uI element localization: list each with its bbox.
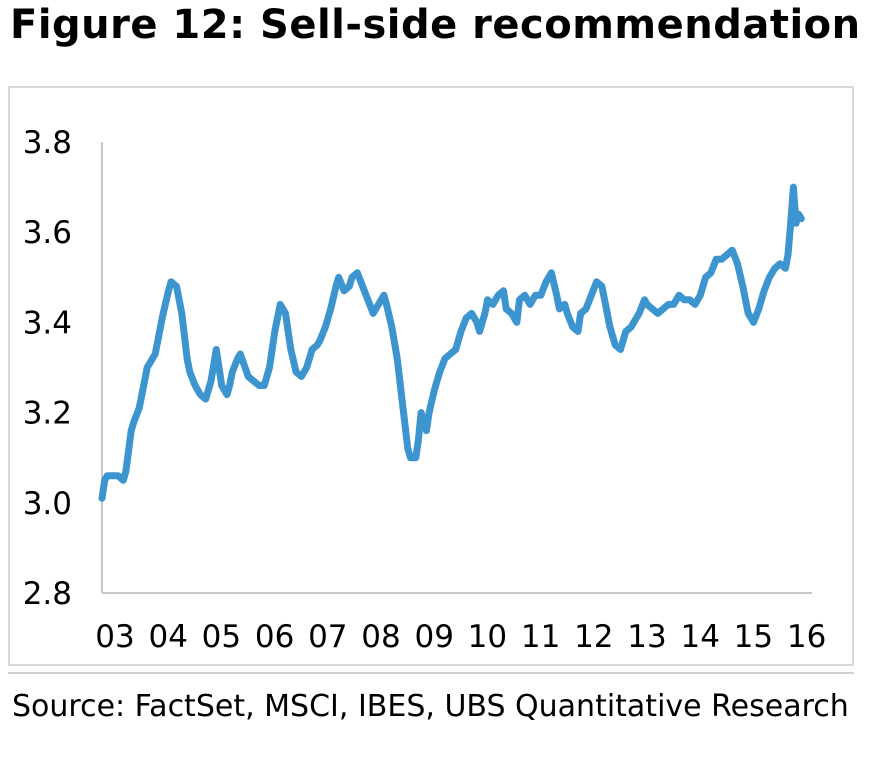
chart-title: Figure 12: Sell-side recommendation — [10, 2, 861, 48]
x-tick-label: 07 — [308, 619, 347, 655]
y-axis-tick-labels: 2.8 3.0 3.2 3.4 3.6 3.8 — [23, 125, 72, 612]
y-tick-label: 3.4 — [23, 305, 72, 341]
y-tick-label: 3.8 — [23, 125, 72, 161]
x-tick-label: 10 — [468, 619, 507, 655]
x-tick-label: 06 — [255, 619, 294, 655]
x-tick-label: 05 — [202, 619, 241, 655]
y-tick-label: 3.0 — [23, 486, 72, 522]
divider — [8, 672, 854, 674]
x-tick-label: 03 — [95, 619, 134, 655]
x-tick-label: 08 — [361, 619, 400, 655]
x-tick-label: 14 — [680, 619, 719, 655]
x-tick-label: 04 — [148, 619, 187, 655]
x-tick-label: 15 — [734, 619, 773, 655]
y-tick-label: 3.2 — [23, 396, 72, 432]
y-tick-label: 3.6 — [23, 215, 72, 251]
x-axis-tick-labels: 03 04 05 06 07 08 09 10 11 12 13 14 15 16 — [95, 619, 826, 655]
y-tick-label: 2.8 — [23, 576, 72, 612]
chart-frame — [8, 86, 854, 666]
x-tick-label: 12 — [574, 619, 613, 655]
source-note: Source: FactSet, MSCI, IBES, UBS Quantit… — [12, 689, 849, 724]
x-tick-label: 11 — [521, 619, 560, 655]
chart-axes — [101, 142, 812, 594]
x-tick-label: 13 — [627, 619, 666, 655]
chart-series — [98, 183, 805, 502]
series-line — [98, 183, 805, 502]
x-tick-label: 09 — [414, 619, 453, 655]
x-tick-label: 16 — [787, 619, 826, 655]
